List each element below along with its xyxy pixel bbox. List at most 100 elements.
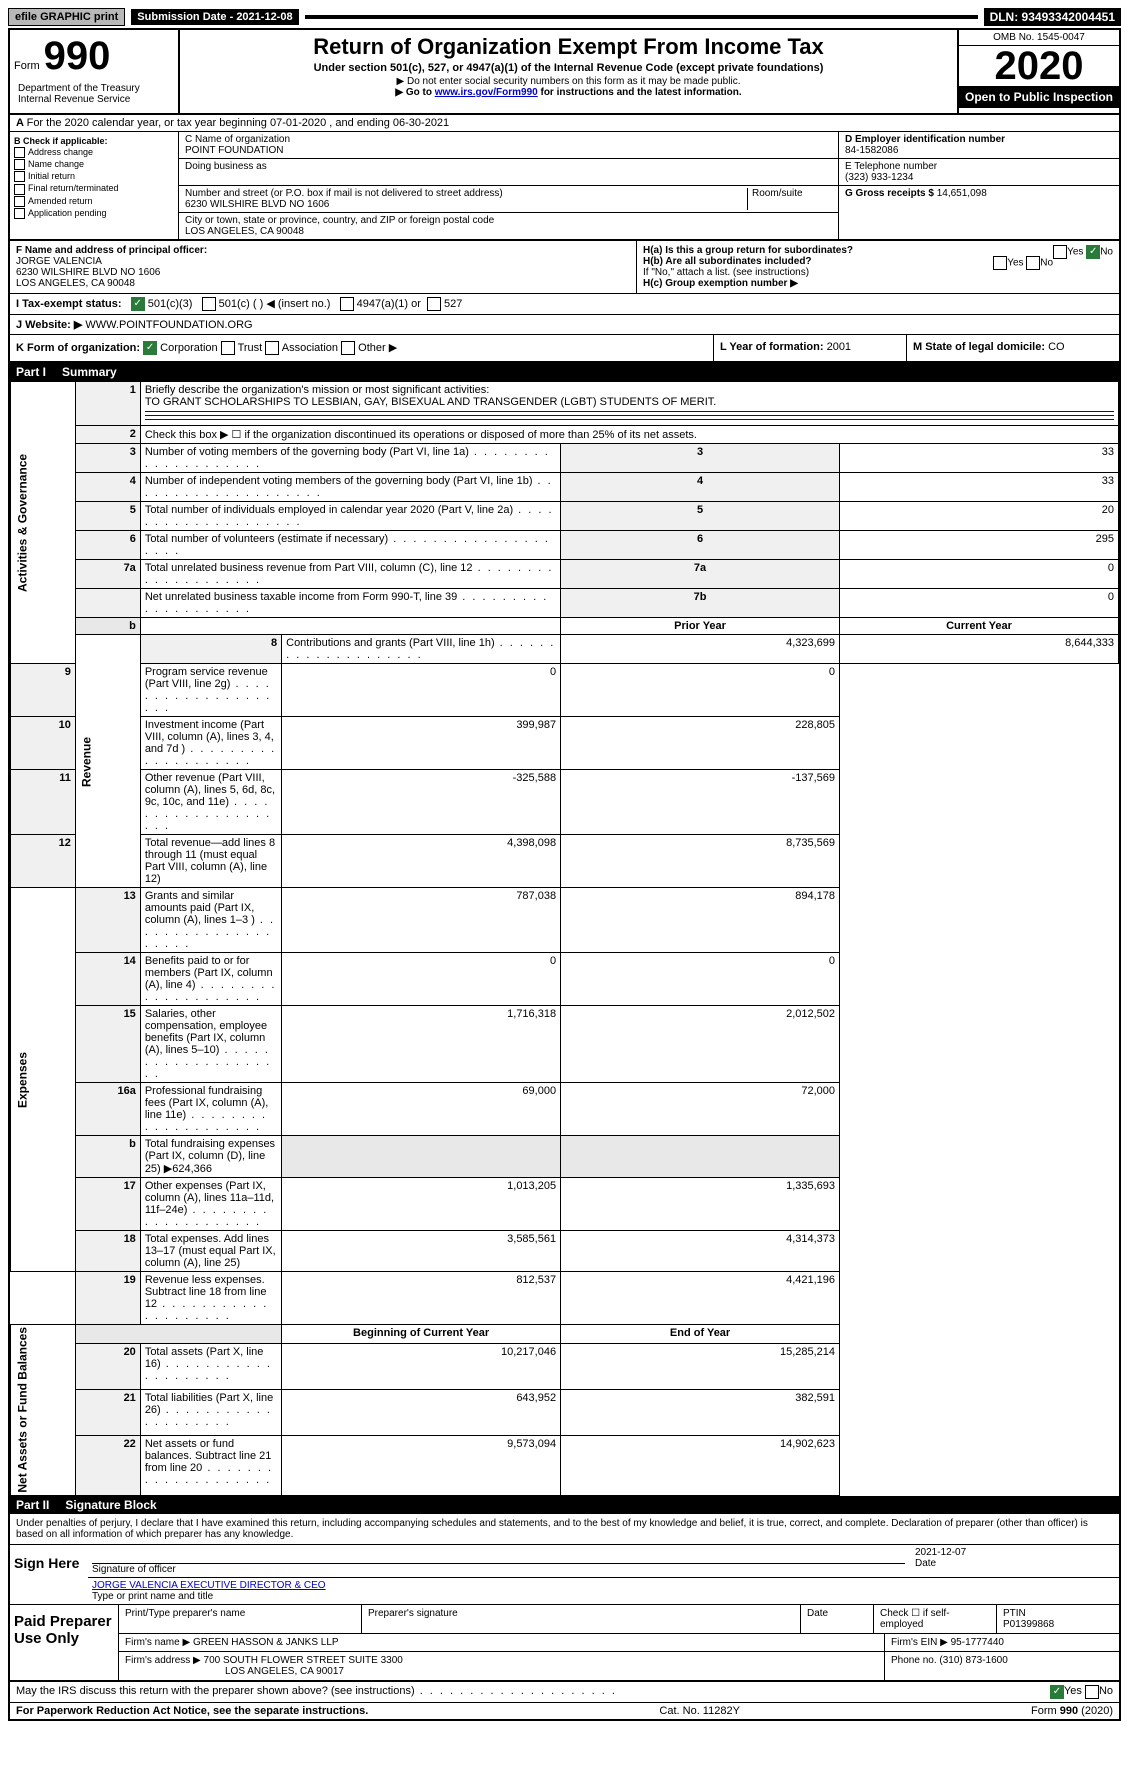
ha-no[interactable]: ✓	[1086, 245, 1100, 259]
ha-no-lbl: No	[1100, 247, 1113, 258]
lbl-501c: 501(c) ( ) ◀ (insert no.)	[219, 298, 331, 310]
chk-501c[interactable]	[202, 297, 216, 311]
chk-address-change[interactable]	[14, 147, 25, 158]
r13d: Grants and similar amounts paid (Part IX…	[140, 888, 281, 953]
hb-yes[interactable]	[993, 256, 1007, 270]
r3d: Number of voting members of the governin…	[140, 444, 560, 473]
discuss-text: May the IRS discuss this return with the…	[16, 1685, 1050, 1699]
discuss-row: May the IRS discuss this return with the…	[10, 1682, 1119, 1703]
r17c: 1,335,693	[561, 1178, 840, 1231]
officer-name: JORGE VALENCIA	[16, 256, 630, 267]
r10d: Investment income (Part VIII, column (A)…	[140, 717, 281, 770]
lbl-other: Other ▶	[358, 342, 397, 354]
chk-4947[interactable]	[340, 297, 354, 311]
vtab-expenses: Expenses	[11, 888, 76, 1272]
hdr-begin: Beginning of Current Year	[282, 1325, 561, 1344]
discuss-no[interactable]	[1085, 1685, 1099, 1699]
chk-final[interactable]	[14, 184, 25, 195]
discuss-no-lbl: No	[1099, 1685, 1113, 1699]
r12d: Total revenue—add lines 8 through 11 (mu…	[140, 835, 281, 888]
city-state-zip: LOS ANGELES, CA 90048	[185, 226, 832, 237]
mission-text: TO GRANT SCHOLARSHIPS TO LESBIAN, GAY, B…	[145, 396, 717, 408]
chk-pending[interactable]	[14, 208, 25, 219]
chk-amended[interactable]	[14, 196, 25, 207]
r9d: Program service revenue (Part VIII, line…	[140, 664, 281, 717]
spacer	[305, 15, 978, 19]
officer-addr1: 6230 WILSHIRE BLVD NO 1606	[16, 267, 630, 278]
year-formed: 2001	[827, 341, 851, 353]
self-emp-hdr: Check ☐ if self-employed	[874, 1605, 997, 1633]
part1-label: Part I	[16, 365, 46, 379]
domicile-label: M State of legal domicile:	[913, 341, 1045, 353]
part2-title: Signature Block	[65, 1498, 156, 1512]
officer-print-name[interactable]: JORGE VALENCIA EXECUTIVE DIRECTOR & CEO	[92, 1580, 1115, 1591]
r3n: 3	[75, 444, 140, 473]
r16an: 16a	[75, 1083, 140, 1136]
goto-pre: ▶ Go to	[395, 87, 434, 98]
r18p: 3,585,561	[282, 1231, 561, 1272]
hb-no-lbl: No	[1040, 258, 1053, 269]
ha-yes[interactable]	[1053, 245, 1067, 259]
type-print-label: Type or print name and title	[92, 1591, 1115, 1602]
officer-addr2: LOS ANGELES, CA 90048	[16, 278, 630, 289]
r19p: 812,537	[282, 1272, 561, 1325]
r16bn: b	[75, 1136, 140, 1178]
firm-name-label: Firm's name ▶	[125, 1637, 190, 1648]
city-label: City or town, state or province, country…	[185, 215, 832, 226]
header-left: Form 990 Department of the Treasury Inte…	[10, 30, 180, 113]
r5n: 5	[75, 502, 140, 531]
r7ab: 7a	[561, 560, 840, 589]
r20n: 20	[75, 1344, 140, 1390]
box-b: B Check if applicable: Address change Na…	[10, 132, 179, 239]
r8c: 8,644,333	[840, 635, 1119, 664]
r8p: 4,323,699	[561, 635, 840, 664]
r22d: Net assets or fund balances. Subtract li…	[140, 1436, 281, 1496]
lbl-4947: 4947(a)(1) or	[357, 298, 421, 310]
gross-label: G Gross receipts $	[845, 188, 934, 199]
hb-no[interactable]	[1026, 256, 1040, 270]
domicile: CO	[1048, 341, 1065, 353]
sign-here-label: Sign Here	[10, 1545, 88, 1604]
lbl-501c3: 501(c)(3)	[148, 298, 193, 310]
r10n: 10	[11, 717, 76, 770]
r15p: 1,716,318	[282, 1006, 561, 1083]
entity-block: B Check if applicable: Address change Na…	[10, 132, 1119, 241]
r17n: 17	[75, 1178, 140, 1231]
paid-preparer-label: Paid Preparer Use Only	[10, 1605, 119, 1680]
firm-addr2: LOS ANGELES, CA 90017	[225, 1666, 344, 1677]
chk-501c3[interactable]: ✓	[131, 297, 145, 311]
box-f: F Name and address of principal officer:…	[10, 241, 637, 293]
firm-ein-label: Firm's EIN ▶	[891, 1637, 948, 1648]
note-goto: ▶ Go to www.irs.gov/Form990 for instruct…	[188, 87, 949, 98]
chk-corp[interactable]: ✓	[143, 341, 157, 355]
chk-initial[interactable]	[14, 171, 25, 182]
hdr-prior: Prior Year	[561, 618, 840, 635]
chk-assoc[interactable]	[265, 341, 279, 355]
street-address: 6230 WILSHIRE BLVD NO 1606	[185, 199, 747, 210]
r19n: 19	[75, 1272, 140, 1325]
top-bar: efile GRAPHIC print Submission Date - 20…	[8, 8, 1121, 26]
discuss-yes[interactable]: ✓	[1050, 1685, 1064, 1699]
org-name-label: C Name of organization	[185, 134, 832, 145]
r4v: 33	[840, 473, 1119, 502]
vtab-revenue: Revenue	[75, 635, 140, 888]
open-public: Open to Public Inspection	[959, 86, 1119, 108]
chk-trust[interactable]	[221, 341, 235, 355]
chk-other[interactable]	[341, 341, 355, 355]
r19d: Revenue less expenses. Subtract line 18 …	[140, 1272, 281, 1325]
footer-left: For Paperwork Reduction Act Notice, see …	[16, 1705, 368, 1717]
r4b: 4	[561, 473, 840, 502]
year-formed-label: L Year of formation:	[720, 341, 824, 353]
efile-button[interactable]: efile GRAPHIC print	[8, 8, 125, 26]
lbl-name-change: Name change	[28, 159, 84, 169]
chk-name-change[interactable]	[14, 159, 25, 170]
part2-label: Part II	[16, 1498, 49, 1512]
r14n: 14	[75, 953, 140, 1006]
ptin-value: P01399868	[1003, 1619, 1113, 1630]
discuss-yes-lbl: Yes	[1064, 1685, 1082, 1699]
irs-link[interactable]: www.irs.gov/Form990	[435, 87, 538, 98]
chk-527[interactable]	[427, 297, 441, 311]
part1-header: Part I Summary	[10, 363, 1119, 381]
r14d: Benefits paid to or for members (Part IX…	[140, 953, 281, 1006]
r15n: 15	[75, 1006, 140, 1083]
